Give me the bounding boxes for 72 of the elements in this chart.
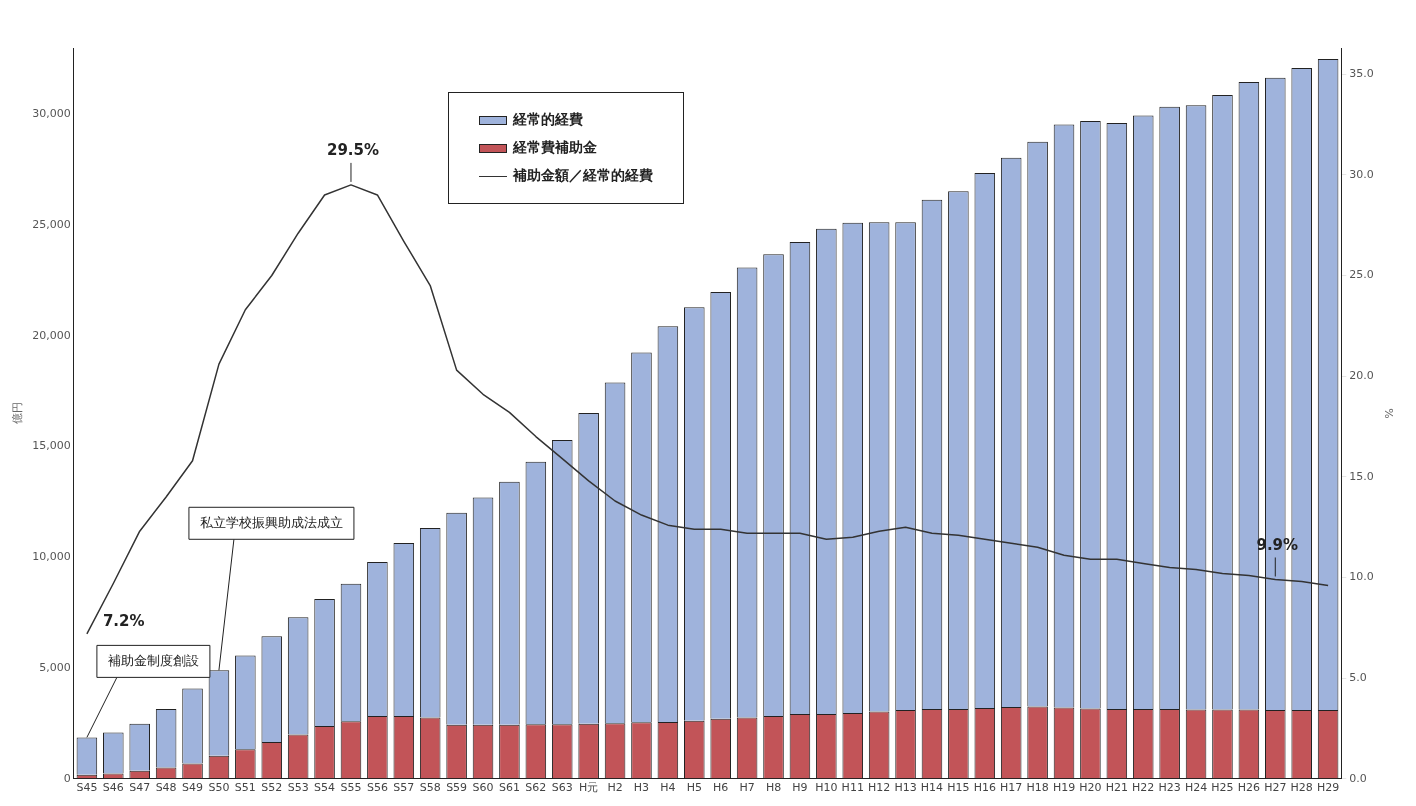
x-tick-label: H22 [1132, 781, 1155, 795]
x-tick-label: S46 [102, 781, 124, 795]
x-tick-label: S53 [287, 781, 309, 795]
x-tick-label: H26 [1237, 781, 1261, 795]
x-tick-label: S63 [551, 781, 573, 795]
y-tick-label: 5,000 [39, 660, 71, 674]
x-tick-label: H18 [1026, 781, 1049, 795]
x-tick-label: S45 [76, 781, 98, 795]
x-tick-label: H9 [792, 781, 808, 795]
x-tick-label: H23 [1158, 781, 1181, 795]
legend-label: 補助金額／経常的経費 [513, 167, 653, 185]
x-tick-label: S55 [340, 781, 362, 795]
x-tick-label: H25 [1211, 781, 1234, 795]
x-tick-label: H元 [579, 781, 599, 795]
x-tick-label: H5 [686, 781, 702, 795]
y2-tick-label: 35.0 [1349, 67, 1374, 81]
x-tick-label: H3 [633, 781, 650, 795]
x-tick-label: H8 [765, 781, 782, 795]
x-tick-label: S52 [261, 781, 283, 795]
x-tick-label: S57 [393, 781, 415, 795]
x-tick-label: S54 [314, 781, 336, 795]
x-tick-label: H6 [713, 781, 729, 795]
data-label: 7.2% [102, 612, 145, 631]
x-tick-label: H2 [607, 781, 623, 795]
y2-tick-label: 20.0 [1349, 369, 1374, 383]
y-tick-label: 10,000 [32, 550, 71, 564]
y-axis-title: 億円 [11, 402, 25, 425]
x-tick-label: S60 [472, 781, 494, 795]
y2-tick-label: 10.0 [1349, 570, 1374, 584]
x-tick-label: S56 [366, 781, 388, 795]
x-tick-label: H19 [1052, 781, 1076, 795]
y-tick-label: 30,000 [32, 107, 71, 121]
x-tick-label: H7 [739, 781, 755, 795]
x-tick-label: S48 [155, 781, 177, 795]
data-label: 29.5% [326, 141, 379, 160]
x-tick-label: H15 [947, 781, 970, 795]
annotation: 私立学校振興助成法成立 [199, 514, 343, 530]
x-tick-label: H11 [841, 781, 864, 795]
x-tick-label: S47 [129, 781, 151, 795]
x-tick-label: H21 [1105, 781, 1128, 795]
x-tick-label: H20 [1079, 781, 1102, 795]
x-tick-label: H29 [1316, 781, 1340, 795]
x-tick-label: S61 [498, 781, 520, 795]
y2-tick-label: 5.0 [1349, 671, 1367, 684]
x-tick-label: S50 [208, 781, 230, 795]
x-tick-label: S59 [446, 781, 468, 795]
x-tick-label: H14 [920, 781, 944, 795]
x-tick-label: H28 [1290, 781, 1313, 795]
y2-tick-label: 0.0 [1349, 771, 1367, 785]
y2-axis-title: % [1381, 408, 1395, 419]
x-tick-label: H16 [973, 781, 996, 795]
x-tick-label: H13 [894, 781, 917, 795]
x-tick-label: H4 [660, 781, 676, 795]
x-tick-label: S51 [234, 781, 256, 795]
y-tick-label: 15,000 [32, 439, 71, 453]
x-tick-label: S62 [525, 781, 547, 795]
y2-tick-label: 30.0 [1349, 167, 1374, 181]
x-tick-label: H17 [1000, 781, 1023, 795]
x-tick-label: H10 [815, 781, 838, 795]
y-tick-label: 20,000 [32, 328, 71, 342]
legend-label: 経常費補助金 [513, 139, 597, 157]
x-tick-label: H27 [1264, 781, 1287, 795]
x-tick-label: S49 [182, 781, 204, 795]
legend-label: 経常的経費 [513, 111, 583, 129]
y2-tick-label: 15.0 [1349, 469, 1374, 483]
x-tick-label: S58 [419, 781, 441, 795]
y2-tick-label: 25.0 [1349, 268, 1374, 282]
y-tick-label: 0 [63, 771, 71, 785]
y-tick-label: 25,000 [32, 218, 71, 232]
annotation: 補助金制度創設 [107, 652, 199, 668]
x-tick-label: H12 [868, 781, 891, 795]
x-tick-label: H24 [1184, 781, 1208, 795]
